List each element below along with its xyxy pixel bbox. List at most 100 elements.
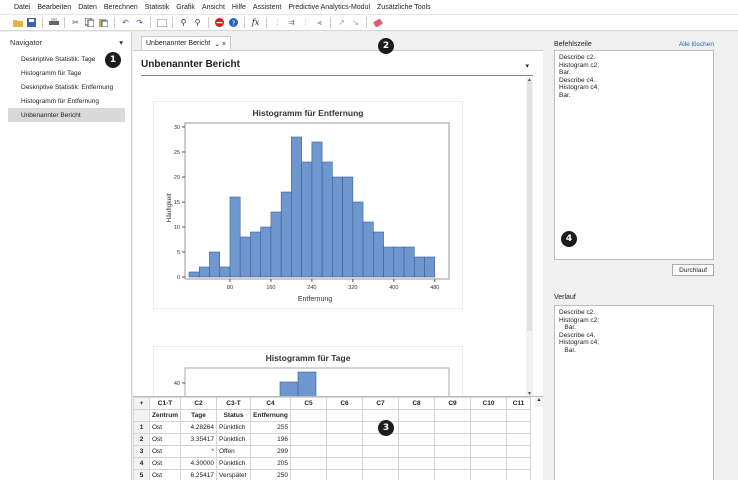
report-menu-icon[interactable]: ▾ (525, 63, 529, 70)
empty-cell[interactable] (506, 421, 531, 434)
empty-cell[interactable] (362, 433, 399, 446)
dist-icon[interactable]: ⫷ (317, 17, 322, 27)
empty-cell[interactable] (398, 457, 435, 470)
empty-cell[interactable] (398, 445, 435, 458)
column-name[interactable] (470, 409, 507, 422)
fx-icon[interactable]: fx (251, 18, 260, 27)
cell-status[interactable]: Offen (216, 445, 251, 458)
menu-item[interactable]: Datei (14, 3, 31, 11)
column-id[interactable]: C4 (250, 397, 291, 410)
dist-icon[interactable]: ⫶ (276, 17, 279, 27)
column-id[interactable]: C5 (290, 397, 327, 410)
empty-cell[interactable] (290, 457, 327, 470)
cell-zentrum[interactable]: Ost (149, 457, 181, 470)
copy-icon[interactable] (84, 17, 95, 28)
menu-item[interactable]: Predictive Analytics-Modul (288, 3, 371, 11)
row-header-corner[interactable]: + (133, 397, 150, 410)
empty-cell[interactable] (434, 445, 471, 458)
nav-item[interactable]: Deskriptive Statistik: Entfernung (21, 83, 114, 91)
empty-cell[interactable] (290, 469, 327, 480)
menu-item[interactable]: Daten (78, 3, 97, 11)
arrow-icon[interactable]: ↘ (352, 18, 359, 27)
menu-item[interactable]: Bearbeiten (37, 3, 72, 11)
redo-icon[interactable]: ↷ (136, 18, 143, 27)
empty-cell[interactable] (506, 433, 531, 446)
cell-status[interactable]: Pünktlich (216, 421, 251, 434)
cell-tage[interactable]: 3.35417 (180, 433, 217, 446)
cell-entfernung[interactable]: 205 (250, 457, 291, 470)
eraser-icon[interactable] (372, 17, 383, 28)
empty-cell[interactable] (290, 445, 327, 458)
cell-entfernung[interactable]: 299 (250, 445, 291, 458)
cell-status[interactable]: Pünktlich (216, 433, 251, 446)
empty-cell[interactable] (470, 421, 507, 434)
column-name[interactable]: Tage (180, 409, 217, 422)
menu-item[interactable]: Statistik (144, 3, 170, 11)
cell-zentrum[interactable]: Ost (149, 433, 181, 446)
empty-cell[interactable] (398, 433, 435, 446)
row-number[interactable]: 1 (133, 421, 150, 434)
empty-cell[interactable] (326, 469, 363, 480)
scroll-thumb[interactable] (527, 81, 532, 331)
open-icon[interactable] (12, 17, 23, 28)
cell-status[interactable]: Verspätet (216, 469, 251, 480)
cell-tage[interactable]: * (180, 445, 217, 458)
binoculars-icon[interactable]: ⚲ (180, 18, 187, 27)
scroll-up-arrow[interactable]: ▲ (527, 77, 532, 83)
cell-zentrum[interactable]: Ost (149, 421, 181, 434)
empty-cell[interactable] (362, 445, 399, 458)
clear-all-link[interactable]: Alle löschen (678, 41, 714, 48)
column-id[interactable]: C2 (180, 397, 217, 410)
empty-cell[interactable] (506, 445, 531, 458)
cell-entfernung[interactable]: 250 (250, 469, 291, 480)
column-id[interactable]: C1-T (149, 397, 181, 410)
report-scrollbar[interactable]: ▲ ▼ (526, 77, 533, 397)
empty-cell[interactable] (470, 445, 507, 458)
cell-entfernung[interactable]: 255 (250, 421, 291, 434)
menu-item[interactable]: Berechnen (103, 3, 138, 11)
cut-icon[interactable]: ✂ (72, 18, 79, 27)
column-id[interactable]: C11 (506, 397, 531, 410)
empty-cell[interactable] (434, 421, 471, 434)
empty-cell[interactable] (506, 469, 531, 480)
grid-scroll-up[interactable]: ▲ (535, 397, 543, 407)
command-line-input[interactable]: Describe c2. Histogram c2; Bar. Describe… (554, 50, 714, 260)
cancel-icon[interactable] (214, 17, 225, 28)
column-id[interactable]: C7 (362, 397, 399, 410)
cell-tage[interactable]: 6.25417 (180, 469, 217, 480)
dist-icon[interactable]: ⫶ (304, 17, 307, 27)
empty-cell[interactable] (362, 469, 399, 480)
menu-item[interactable]: Assistent (252, 3, 282, 11)
chevron-down-icon[interactable]: ▾ (119, 37, 123, 47)
menu-item[interactable]: Hilfe (231, 3, 246, 11)
empty-cell[interactable] (326, 445, 363, 458)
column-id[interactable]: C3-T (216, 397, 251, 410)
empty-cell[interactable] (362, 457, 399, 470)
column-name[interactable] (506, 409, 531, 422)
tab-controls[interactable]: ⌄ × (214, 40, 227, 48)
column-name[interactable] (290, 409, 327, 422)
undo-icon[interactable]: ↶ (122, 18, 129, 27)
column-name[interactable] (326, 409, 363, 422)
empty-cell[interactable] (470, 469, 507, 480)
scroll-down-arrow[interactable]: ▼ (527, 391, 532, 397)
empty-cell[interactable] (398, 469, 435, 480)
window-icon[interactable] (156, 17, 167, 28)
empty-cell[interactable] (290, 421, 327, 434)
column-id[interactable]: C10 (470, 397, 507, 410)
empty-cell[interactable] (506, 457, 531, 470)
cell-tage[interactable]: 4.30000 (180, 457, 217, 470)
column-name[interactable] (398, 409, 435, 422)
empty-cell[interactable] (470, 457, 507, 470)
empty-cell[interactable] (434, 433, 471, 446)
tab-report[interactable]: Unbenannter Bericht ⌄ × (141, 36, 231, 50)
column-name[interactable] (362, 409, 399, 422)
empty-cell[interactable] (326, 421, 363, 434)
dist-icon[interactable]: ⇉ (288, 18, 295, 27)
cell-zentrum[interactable]: Ost (149, 445, 181, 458)
column-name[interactable]: Entfernung (250, 409, 291, 422)
nav-item[interactable]: Histogramm für Entfernung (21, 97, 100, 105)
empty-cell[interactable] (290, 433, 327, 446)
nav-item-active[interactable]: Unbenannter Bericht (8, 108, 125, 122)
run-button[interactable]: Durchlauf (672, 264, 714, 276)
